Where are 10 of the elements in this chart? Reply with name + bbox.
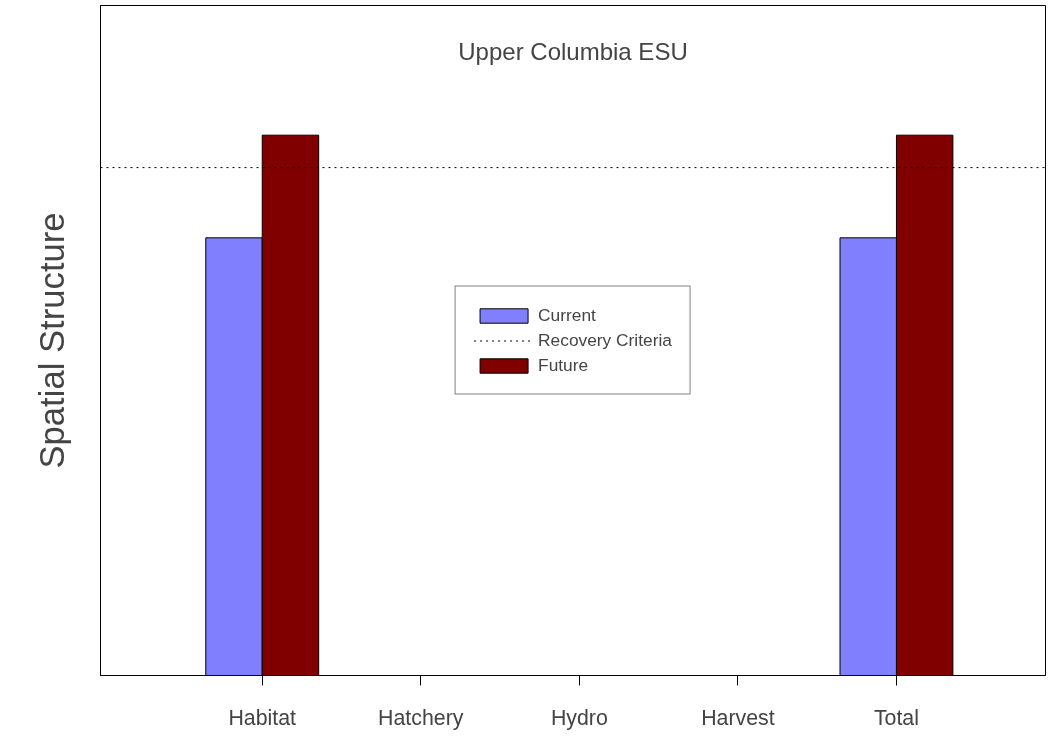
x-tick-label: Hatchery [378, 705, 464, 730]
y-axis-title: Spatial Structure [32, 212, 71, 469]
legend-label: Current [538, 304, 596, 326]
x-tick-label: Harvest [701, 705, 775, 730]
x-tick-label: Total [873, 705, 919, 730]
x-tick-label: Hydro [550, 705, 608, 730]
legend-label: Future [538, 354, 589, 376]
chart-title: Upper Columbia ESU [458, 37, 688, 65]
x-tick-label: Habitat [228, 705, 297, 730]
legend-label: Recovery Criteria [538, 329, 672, 351]
